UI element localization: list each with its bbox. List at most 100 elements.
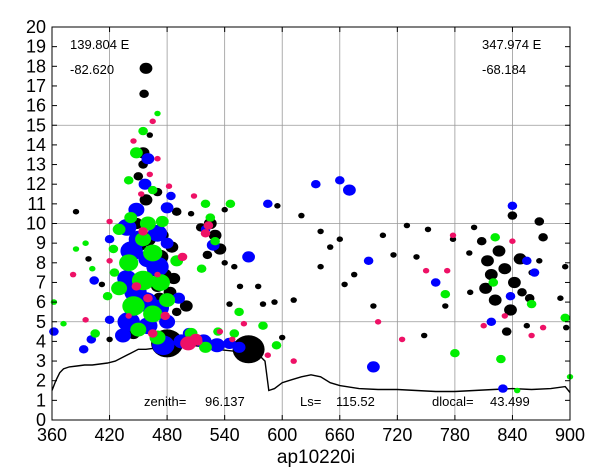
data-point	[523, 322, 530, 329]
data-point	[179, 300, 193, 312]
data-point	[444, 267, 451, 274]
y-tick-label: 12	[26, 174, 46, 194]
x-tick-label: 480	[152, 425, 182, 445]
data-point	[200, 199, 211, 208]
y-tick-label: 2	[36, 371, 46, 391]
data-point	[317, 228, 324, 235]
data-point	[424, 226, 432, 233]
data-point	[271, 299, 278, 305]
data-point	[236, 283, 244, 290]
data-point	[147, 185, 158, 195]
data-point	[106, 218, 113, 225]
data-point	[187, 210, 195, 217]
data-point	[160, 311, 170, 321]
data-points	[49, 62, 574, 394]
data-point	[123, 176, 134, 185]
data-point	[60, 320, 67, 327]
data-point	[476, 237, 487, 246]
x-tick-label: 540	[210, 425, 240, 445]
data-point	[231, 263, 238, 270]
data-point	[159, 293, 176, 308]
data-point	[370, 303, 377, 309]
data-point	[133, 172, 144, 181]
data-point	[507, 211, 518, 220]
data-point	[526, 299, 537, 309]
data-point	[141, 153, 155, 165]
data-point	[367, 361, 380, 373]
data-point	[146, 256, 169, 277]
data-point	[557, 295, 564, 302]
data-point	[72, 246, 80, 252]
data-point	[90, 329, 100, 338]
data-point	[290, 358, 297, 364]
data-point	[147, 329, 158, 338]
data-point	[167, 272, 181, 285]
data-point	[154, 110, 161, 117]
data-point	[138, 191, 145, 197]
data-point	[492, 245, 506, 257]
top-left-latitude: -82.620	[70, 62, 114, 77]
data-point	[496, 354, 506, 364]
x-tick-label: 780	[440, 425, 470, 445]
data-point	[480, 322, 487, 329]
data-point	[106, 336, 113, 343]
data-point	[203, 221, 214, 230]
data-point	[351, 271, 358, 278]
data-point	[205, 213, 216, 222]
data-point	[374, 319, 382, 325]
data-point	[450, 349, 460, 358]
data-point	[484, 269, 498, 281]
x-tick-label: 720	[382, 425, 412, 445]
data-point	[160, 202, 174, 214]
y-tick-label: 15	[26, 115, 46, 135]
data-point	[109, 268, 120, 277]
data-point	[112, 223, 126, 235]
data-point	[430, 278, 441, 287]
data-point	[498, 384, 508, 393]
data-point	[115, 328, 131, 343]
data-point	[202, 250, 213, 260]
data-point	[200, 229, 211, 238]
data-point	[135, 232, 152, 247]
data-point	[298, 212, 305, 219]
data-point	[171, 207, 182, 216]
zenith-value: 96.137	[205, 394, 245, 409]
data-point	[104, 315, 115, 324]
ticks: 360 420 480 540 600 660 720 780 840 9000123456789…	[26, 17, 585, 445]
data-point	[130, 138, 137, 144]
y-tick-label: 18	[26, 56, 46, 76]
data-point	[240, 320, 248, 327]
data-point	[440, 290, 451, 299]
data-point	[311, 180, 321, 189]
data-point	[336, 236, 343, 242]
data-point	[560, 313, 570, 322]
data-point	[229, 336, 236, 343]
data-point	[488, 294, 502, 306]
dlocal-label: dlocal=	[432, 394, 474, 409]
y-tick-label: 5	[36, 312, 46, 332]
data-point	[234, 307, 244, 317]
data-point	[507, 201, 518, 210]
y-tick-label: 16	[26, 96, 46, 116]
data-point	[255, 283, 262, 290]
data-point	[89, 276, 99, 285]
data-point	[98, 281, 106, 288]
data-point	[274, 203, 281, 209]
data-point	[562, 263, 569, 270]
data-point	[232, 341, 246, 353]
data-point	[258, 321, 268, 330]
data-point	[108, 244, 119, 254]
y-tick-label: 13	[26, 155, 46, 175]
data-point	[155, 215, 169, 228]
data-point	[486, 317, 497, 326]
data-point	[143, 294, 153, 303]
data-point	[190, 193, 198, 199]
data-point	[508, 276, 521, 289]
data-point	[229, 329, 240, 338]
data-point	[154, 155, 161, 162]
data-point	[470, 224, 478, 231]
data-point	[264, 352, 271, 359]
data-point	[225, 199, 236, 208]
data-point	[514, 387, 521, 394]
